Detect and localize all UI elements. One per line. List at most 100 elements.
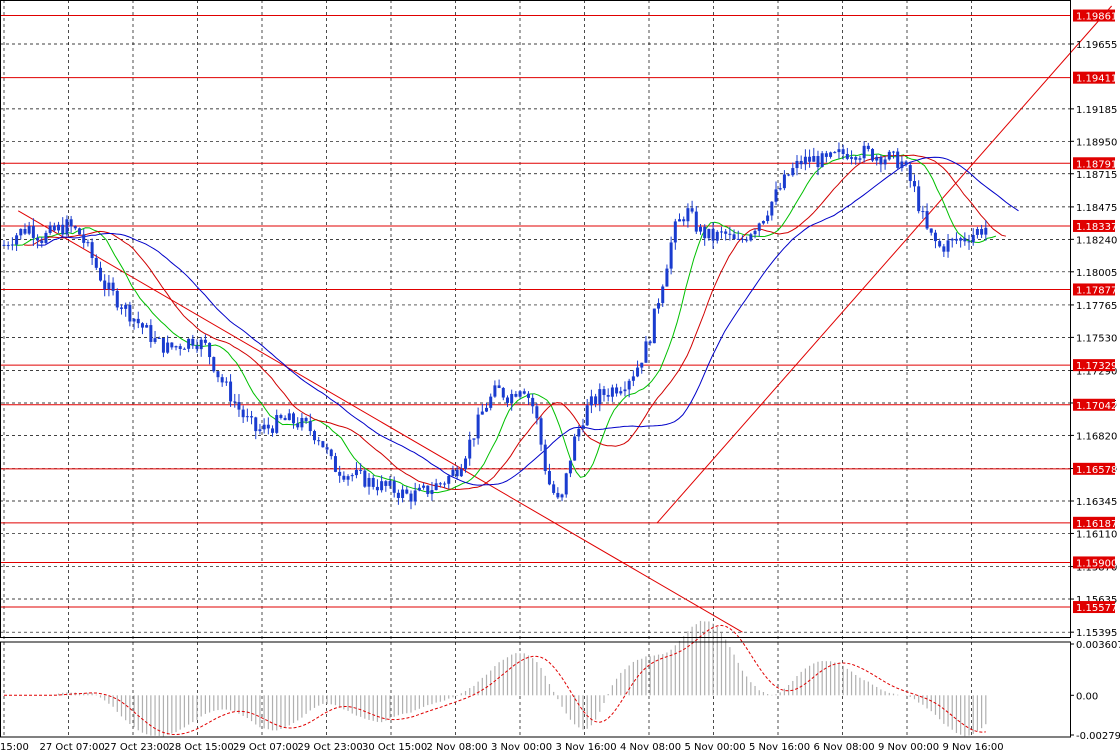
- candle-body: [854, 157, 858, 160]
- candle-body: [443, 483, 447, 485]
- candle-body: [430, 490, 434, 495]
- candle-body: [900, 161, 904, 168]
- candle-body: [451, 469, 455, 476]
- candle-body: [581, 425, 585, 429]
- x-tick-label: 27 Oct 23:00: [104, 742, 169, 753]
- candle-body: [321, 441, 325, 448]
- candle-body: [220, 377, 224, 383]
- level-label: 1.19411: [1076, 74, 1117, 85]
- candle-body: [346, 476, 350, 480]
- candle-body: [195, 345, 199, 350]
- level-label-bg: [1073, 283, 1115, 296]
- candle-body: [208, 342, 212, 358]
- candle-body: [166, 342, 170, 353]
- candle-body: [140, 323, 144, 328]
- candle-body: [552, 484, 556, 493]
- candle-body: [292, 413, 296, 424]
- y-tick-label: 1.17765: [1076, 301, 1117, 312]
- candle-body: [665, 268, 669, 287]
- candle-body: [967, 241, 971, 243]
- candle-body: [891, 151, 895, 153]
- level-label: 1.17329: [1076, 361, 1117, 372]
- candle-body: [119, 307, 123, 309]
- support-resistance-levels: [0, 15, 1070, 608]
- candle-body: [648, 341, 652, 344]
- candle-body: [241, 409, 245, 418]
- candle-body: [375, 486, 379, 491]
- level-label: 1.19861: [1076, 12, 1117, 23]
- candle-body: [128, 304, 132, 322]
- candle-body: [636, 367, 640, 377]
- oscillator-frame: [0, 641, 1071, 738]
- x-tick-label: 3 Nov 00:00: [491, 742, 552, 753]
- x-tick-label: 4 Nov 08:00: [620, 742, 681, 753]
- candle-body: [157, 337, 161, 339]
- candle-body: [287, 413, 291, 421]
- oscillator-panel: [4, 620, 987, 737]
- candle-body: [497, 385, 501, 388]
- candle-body: [908, 165, 912, 182]
- candle-body: [245, 416, 249, 418]
- candle-body: [543, 444, 547, 472]
- candle-body: [610, 387, 614, 397]
- level-label-bg: [1073, 556, 1115, 569]
- candle-body: [199, 339, 203, 350]
- candle-body: [405, 489, 409, 494]
- candle-body: [850, 157, 854, 159]
- candle-body: [615, 387, 619, 394]
- trendline: [17, 210, 743, 633]
- candle-body: [464, 458, 468, 470]
- candle-body: [31, 225, 35, 238]
- candle-body: [904, 161, 908, 166]
- candle-body: [266, 424, 270, 429]
- level-label: 1.15900: [1076, 558, 1117, 569]
- candle-body: [518, 391, 522, 397]
- y-tick-label: 1.19185: [1076, 105, 1117, 116]
- candle-body: [434, 483, 438, 491]
- y-tick-label: 1.15395: [1076, 628, 1117, 639]
- candle-body: [698, 226, 702, 232]
- level-label: 1.17042: [1076, 401, 1117, 412]
- candle-body: [65, 219, 69, 235]
- candle-body: [107, 282, 111, 290]
- candle-body: [522, 391, 526, 394]
- candle-body: [971, 234, 975, 243]
- candle-body: [921, 211, 925, 213]
- candle-body: [845, 154, 849, 159]
- candle-body: [342, 475, 346, 480]
- candle-body: [61, 224, 65, 235]
- candle-body: [719, 231, 723, 233]
- candle-body: [942, 246, 946, 252]
- y-tick-label: 1.17290: [1076, 367, 1117, 378]
- candle-body: [929, 228, 933, 233]
- x-tick-label: 30 Oct 15:00: [362, 742, 427, 753]
- candle-body: [6, 245, 10, 247]
- candle-body: [325, 447, 329, 450]
- candle-body: [837, 149, 841, 153]
- candle-body: [505, 397, 509, 403]
- candle-body: [191, 338, 195, 346]
- candle-body: [57, 224, 61, 231]
- candle-body: [78, 228, 82, 235]
- level-label-bg: [1073, 71, 1115, 84]
- candle-body: [233, 401, 237, 403]
- candle-body: [585, 405, 589, 426]
- x-tick-label: 15:00: [0, 742, 29, 753]
- x-tick-label: 5 Nov 16:00: [749, 742, 810, 753]
- candle-body: [485, 407, 489, 412]
- candle-body: [409, 493, 413, 502]
- candle-body: [187, 338, 191, 349]
- level-label: 1.17877: [1076, 285, 1117, 296]
- candle-body: [879, 156, 883, 165]
- candle-body: [678, 219, 682, 222]
- candle-body: [254, 417, 258, 432]
- candle-body: [799, 160, 803, 165]
- candle-body: [547, 471, 551, 485]
- candle-body: [946, 240, 950, 252]
- candle-body: [803, 156, 807, 165]
- main-frame: [0, 0, 1071, 638]
- level-label-bg: [1073, 462, 1115, 475]
- candle-body: [736, 238, 740, 240]
- x-tick-label: 28 Oct 15:00: [169, 742, 234, 753]
